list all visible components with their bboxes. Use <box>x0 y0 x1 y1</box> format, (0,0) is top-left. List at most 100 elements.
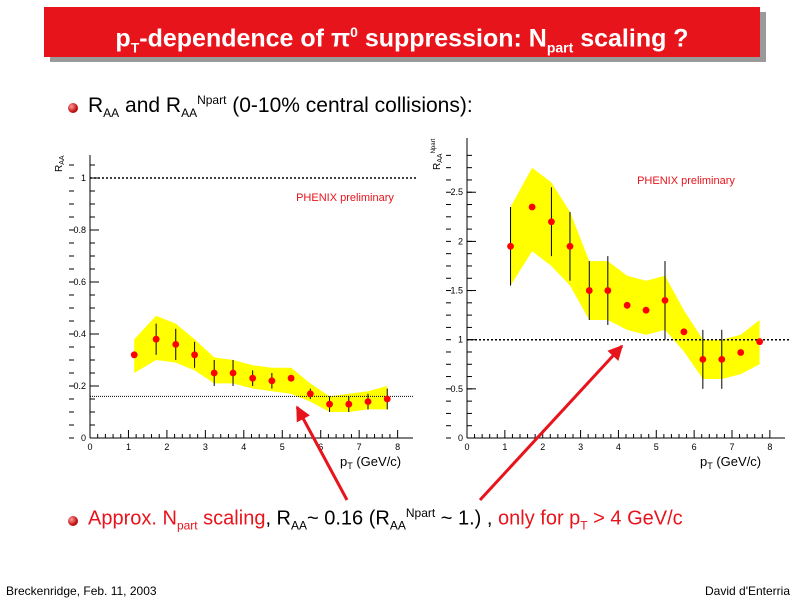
text-sub: part <box>176 518 198 533</box>
data-point <box>661 296 669 304</box>
title-text: p <box>115 24 131 53</box>
data-point <box>699 355 707 363</box>
slide-title: pT-dependence of π0 suppression: Npart s… <box>44 7 760 57</box>
text: > 4 GeV/c <box>587 507 683 530</box>
title-sub: T <box>130 39 140 56</box>
data-point <box>345 400 353 408</box>
data-point <box>172 341 180 348</box>
x-tick-label: 8 <box>767 442 772 452</box>
data-point <box>604 287 612 294</box>
y-tick-label: 1.5 <box>450 286 463 296</box>
data-point <box>249 374 257 382</box>
data-point <box>364 398 372 405</box>
x-tick-label: 1 <box>502 442 507 452</box>
data-point <box>642 306 650 314</box>
y-tick-label: 0.2 <box>73 381 86 391</box>
text: ~ 0.16 (R <box>307 507 390 530</box>
data-point <box>152 335 160 343</box>
data-point <box>306 390 314 398</box>
bullet-line-2: Approx. Npart scaling, RAA~ 0.16 (RAANpa… <box>88 506 683 533</box>
x-tick-label: 5 <box>654 442 659 452</box>
footer-right: David d'Enterria <box>705 584 790 598</box>
data-point <box>548 218 555 226</box>
y-tick-label: 1 <box>458 335 463 345</box>
x-axis-label-sub: T <box>347 461 353 471</box>
x-tick-label: 0 <box>464 442 469 452</box>
y-tick-label: 2 <box>458 236 463 246</box>
y-tick-label: 0.6 <box>73 277 86 287</box>
data-point <box>210 369 218 377</box>
bullet-line-1: RAA and RAANpart (0-10% central collisio… <box>88 93 473 120</box>
error-band <box>134 315 388 412</box>
x-tick-label: 3 <box>578 442 583 452</box>
data-point <box>268 377 276 385</box>
bullet-icon <box>68 103 78 113</box>
data-point <box>680 328 688 336</box>
x-axis-label-sub: T <box>707 461 713 471</box>
y-axis-label: RAANpart <box>431 138 444 170</box>
y-tick-label: 0 <box>81 433 86 443</box>
x-tick-label: 8 <box>395 442 400 452</box>
x-tick-label: 1 <box>126 442 131 452</box>
y-tick-label: 2.5 <box>450 187 463 197</box>
data-point <box>566 242 574 250</box>
text-sub: AA <box>389 518 406 533</box>
x-tick-label: 2 <box>164 442 169 452</box>
bullet-icon <box>68 516 78 526</box>
x-tick-label: 3 <box>203 442 208 452</box>
text: scaling <box>197 507 266 530</box>
x-axis-label: pT (GeV/c) <box>340 454 401 471</box>
data-point <box>623 301 631 309</box>
x-tick-label: 6 <box>692 442 697 452</box>
title-pi: π <box>330 24 351 53</box>
footer-left: Breckenridge, Feb. 11, 2003 <box>6 584 157 598</box>
chart-left: 0 1 2 3 4 5 6 7 8 0 0.2 0.4 0.6 0.8 1 RAA pT (GeV/c) PHEN… <box>54 155 418 471</box>
x-tick-label: 5 <box>280 442 285 452</box>
y-tick-label: 0.4 <box>73 329 86 339</box>
y-axis-label-sub: AA <box>437 153 444 163</box>
data-point <box>130 351 138 359</box>
y-tick-label: 0.5 <box>450 384 463 394</box>
text: , R <box>265 507 291 530</box>
data-point <box>191 351 198 359</box>
data-point <box>585 287 593 294</box>
y-axis-label-sub: AA <box>59 155 66 165</box>
x-tick-label: 7 <box>729 442 734 452</box>
text: and R <box>119 94 182 117</box>
x-tick-label: 4 <box>616 442 621 452</box>
data-point <box>326 400 333 408</box>
text-sub: AA <box>181 106 198 121</box>
chart-right: 0 1 2 3 4 5 6 7 8 0 0.5 1 1.5 2 2.5 RAANpart pT (GeV/c) P… <box>431 138 790 471</box>
x-axis-label: pT (GeV/c) <box>700 454 761 471</box>
x-tick-label: 2 <box>540 442 545 452</box>
y-tick-label: 1 <box>81 173 86 183</box>
data-point <box>528 203 536 211</box>
data-point <box>756 338 764 346</box>
y-tick-label: 0 <box>458 433 463 443</box>
text: (0-10% central collisions): <box>226 94 473 117</box>
data-point <box>507 242 514 250</box>
y-axis-label-sup: Npart <box>431 138 437 153</box>
chart-annotation: PHENIX preliminary <box>637 175 735 187</box>
data-point <box>229 369 237 377</box>
title-sup: 0 <box>350 24 358 40</box>
title-sub: part <box>546 39 574 56</box>
x-tick-label: 6 <box>318 442 323 452</box>
y-axis-label: RAA <box>54 155 66 172</box>
arrows <box>295 344 624 502</box>
x-axis-label-unit: (GeV/c) <box>353 454 401 469</box>
y-tick-label: 0.8 <box>73 225 86 235</box>
text-sub: T <box>580 518 588 533</box>
error-band <box>510 167 760 379</box>
title-text: suppression: N <box>357 24 547 53</box>
text: R <box>88 94 104 117</box>
data-point <box>718 355 726 363</box>
title-text: scaling ? <box>573 24 689 53</box>
data-point <box>737 349 745 356</box>
data-point <box>287 374 295 382</box>
text-sup: Npart <box>405 506 436 520</box>
x-tick-label: 7 <box>357 442 362 452</box>
text: Approx. N <box>88 507 177 530</box>
x-axis-label-unit: (GeV/c) <box>713 454 761 469</box>
